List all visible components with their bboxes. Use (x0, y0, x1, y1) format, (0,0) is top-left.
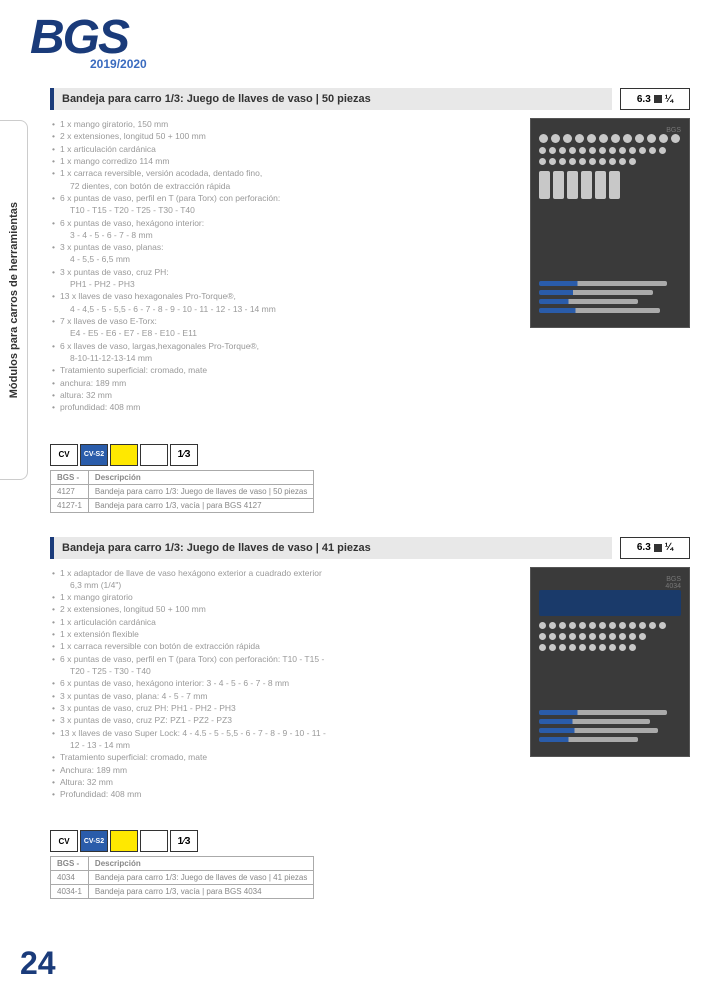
yellow-badge (110, 830, 138, 852)
title-block: Bandeja para carro 1/3: Juego de llaves … (50, 537, 612, 559)
cv-badge: CV (50, 444, 78, 466)
td-desc: Bandeja para carro 1/3, vacía | para BGS… (88, 885, 313, 899)
table-header: BGS - Descripción (51, 857, 314, 871)
th-desc: Descripción (88, 857, 313, 871)
white-badge (140, 830, 168, 852)
td-code: 4034-1 (51, 885, 89, 899)
size-left: 6.3 (637, 542, 651, 553)
size-square-icon (654, 544, 662, 552)
product-title: Bandeja para carro 1/3: Juego de llaves … (62, 93, 371, 105)
title-block: Bandeja para carro 1/3: Juego de llaves … (50, 88, 612, 110)
table-row: 4127-1 Bandeja para carro 1/3, vacía | p… (51, 498, 314, 512)
bullet-item: anchura: 189 mm (50, 377, 690, 389)
th-code: BGS - (51, 470, 89, 484)
sidebar-label: Módulos para carros de herramientas (8, 202, 20, 398)
cvs2-badge: CV-S2 (80, 444, 108, 466)
size-badge: 6.3 ¼ (620, 88, 690, 110)
size-badge: 6.3 ¼ (620, 537, 690, 559)
badge-row: CV CV-S2 1⁄3 (50, 444, 690, 466)
cv-badge: CV (50, 830, 78, 852)
product-block: Bandeja para carro 1/3: Juego de llaves … (50, 88, 690, 513)
brand-year: 2019/2020 (90, 57, 147, 71)
size-right: ¼ (665, 94, 673, 105)
bullet-item: E4 - E5 - E6 - E7 - E8 - E10 - E11 (50, 327, 690, 339)
bullet-item: 6 x llaves de vaso, largas,hexagonales P… (50, 340, 690, 352)
title-bar: Bandeja para carro 1/3: Juego de llaves … (50, 88, 690, 110)
td-desc: Bandeja para carro 1/3, vacía | para BGS… (88, 498, 313, 512)
bullet-item: altura: 32 mm (50, 389, 690, 401)
badge-row: CV CV-S2 1⁄3 (50, 830, 690, 852)
yellow-badge (110, 444, 138, 466)
th-desc: Descripción (88, 470, 313, 484)
sidebar-tab: Módulos para carros de herramientas (0, 120, 28, 480)
bullet-item: profundidad: 408 mm (50, 401, 690, 413)
size-right: ¼ (665, 542, 673, 553)
white-badge (140, 444, 168, 466)
size-left: 6.3 (637, 94, 651, 105)
td-desc: Bandeja para carro 1/3: Juego de llaves … (88, 484, 313, 498)
bullet-item: 8-10-11-12-13-14 mm (50, 352, 690, 364)
table-header: BGS - Descripción (51, 470, 314, 484)
td-code: 4127 (51, 484, 89, 498)
page-content: Bandeja para carro 1/3: Juego de llaves … (50, 88, 690, 923)
td-code: 4034 (51, 871, 89, 885)
table-row: 4034 Bandeja para carro 1/3: Juego de ll… (51, 871, 314, 885)
product-table: BGS - Descripción 4034 Bandeja para carr… (50, 856, 314, 899)
product-title: Bandeja para carro 1/3: Juego de llaves … (62, 542, 371, 554)
bullet-item: Altura: 32 mm (50, 776, 690, 788)
product-image: BGS4034 (530, 567, 690, 757)
product-image: BGS (530, 118, 690, 328)
bullet-item: Tratamiento superficial: cromado, mate (50, 364, 690, 376)
fraction-badge: 1⁄3 (170, 830, 198, 852)
cvs2-badge: CV-S2 (80, 830, 108, 852)
title-bar: Bandeja para carro 1/3: Juego de llaves … (50, 537, 690, 559)
table-row: 4127 Bandeja para carro 1/3: Juego de ll… (51, 484, 314, 498)
page-number: 24 (20, 945, 56, 982)
td-desc: Bandeja para carro 1/3: Juego de llaves … (88, 871, 313, 885)
size-square-icon (654, 95, 662, 103)
bullet-item: Anchura: 189 mm (50, 764, 690, 776)
bullet-item: Profundidad: 408 mm (50, 788, 690, 800)
product-block: Bandeja para carro 1/3: Juego de llaves … (50, 537, 690, 900)
product-table: BGS - Descripción 4127 Bandeja para carr… (50, 470, 314, 513)
brand-logo: BGS 2019/2020 (30, 10, 147, 71)
th-code: BGS - (51, 857, 89, 871)
td-code: 4127-1 (51, 498, 89, 512)
fraction-badge: 1⁄3 (170, 444, 198, 466)
table-row: 4034-1 Bandeja para carro 1/3, vacía | p… (51, 885, 314, 899)
